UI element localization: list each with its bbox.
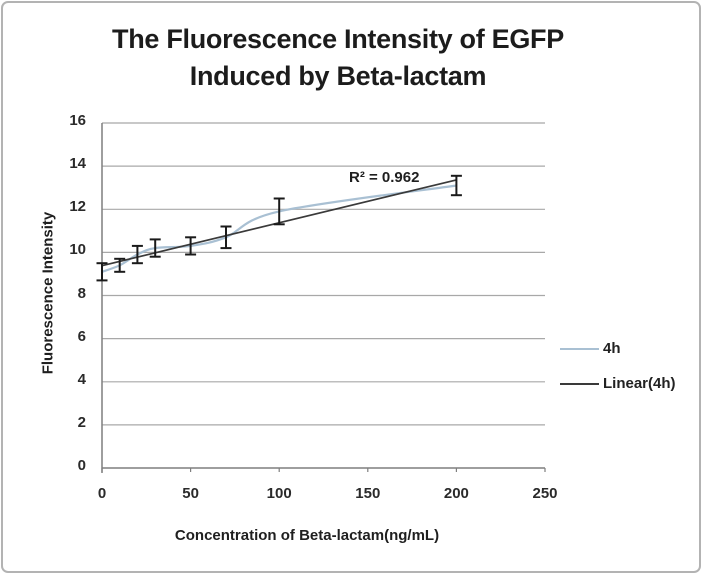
x-tick-label-0: 0: [97, 485, 107, 502]
x-axis-title: Concentration of Beta-lactam(ng/mL): [174, 527, 440, 544]
y-axis-title: Fluorescence Intensity: [39, 211, 57, 375]
legend-label-linear-4h: Linear(4h): [603, 375, 676, 392]
chart-title: The Fluorescence Intensity of EGFP Induc…: [3, 21, 673, 95]
legend-label-4h: 4h: [603, 340, 621, 357]
error-bars: [96, 174, 462, 282]
x-tick-label-150: 150: [355, 485, 381, 502]
y-tick-label-2: 2: [77, 413, 86, 431]
r-squared-annotation: R² = 0.962: [349, 169, 420, 186]
x-tick-label-50: 50: [182, 485, 199, 502]
y-tick-label-14: 14: [69, 155, 86, 173]
legend-item-linear-4h: Linear(4h): [560, 366, 676, 401]
chart-title-line1: The Fluorescence Intensity of EGFP: [112, 24, 564, 54]
y-tick-label-16: 16: [69, 112, 86, 129]
plot-area: [96, 122, 546, 473]
y-tick-label-10: 10: [69, 241, 86, 259]
x-tick-label-250: 250: [532, 485, 558, 502]
y-tick-label-0: 0: [77, 457, 86, 474]
series-line-4h: [101, 184, 457, 273]
legend-line-sample-4h: [560, 347, 599, 350]
chart-title-line2: Induced by Beta-lactam: [189, 61, 487, 91]
y-tick-label-4: 4: [77, 370, 86, 388]
legend-item-4h: 4h: [560, 331, 676, 366]
x-tick-label-100: 100: [266, 485, 292, 502]
legend-line-sample-linear-4h: [560, 382, 599, 385]
y-tick-label-6: 6: [77, 327, 86, 345]
x-tick-label-200: 200: [443, 485, 469, 502]
y-tick-label-12: 12: [69, 198, 86, 216]
y-tick-label-8: 8: [77, 284, 86, 302]
legend: 4h Linear(4h): [560, 331, 676, 401]
